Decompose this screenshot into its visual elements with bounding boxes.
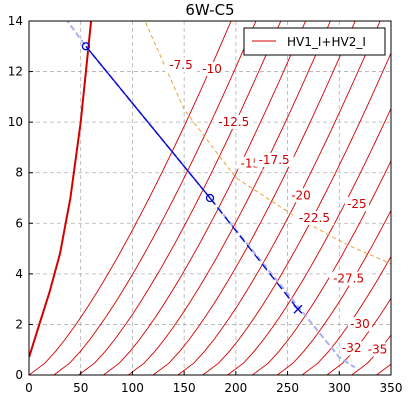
marker-cross bbox=[293, 304, 303, 314]
contour-curve bbox=[78, 21, 282, 375]
legend: HV1_I+HV2_I bbox=[243, 27, 386, 56]
contour-curve bbox=[301, 255, 391, 375]
axis-ticks: 0 50 100 150 200 250 300 350 0 2 4 6 8 10 12 14 bbox=[8, 14, 403, 395]
x-tick-label: 150 bbox=[173, 381, 196, 395]
contour-curve bbox=[53, 21, 257, 375]
contour-label: -17.5 bbox=[259, 153, 290, 167]
contour-curve bbox=[103, 21, 307, 375]
contour-label: -22.5 bbox=[299, 211, 330, 225]
contour-curve bbox=[152, 21, 356, 375]
contour-label-bg bbox=[329, 271, 369, 286]
contour-label-bg bbox=[254, 152, 294, 167]
y-tick-label: 14 bbox=[8, 14, 23, 28]
orange-dashed-line bbox=[144, 21, 391, 265]
contour-label: -7.5 bbox=[169, 58, 192, 72]
contour-label: -35 bbox=[368, 343, 388, 357]
contour-label: -30 bbox=[350, 317, 370, 331]
y-tick-label: 0 bbox=[15, 368, 23, 382]
contour-labels: -7.5 -10-12.5-15-17.5-20-22.5-25-27.5-30-… bbox=[165, 58, 390, 357]
contour-label-bg bbox=[347, 317, 373, 332]
contour-label: -25 bbox=[347, 197, 367, 211]
contour-label-bg bbox=[214, 114, 254, 129]
contour-label-bg bbox=[344, 197, 369, 212]
contour-label: -12.5 bbox=[218, 115, 249, 129]
operating-path bbox=[66, 21, 391, 369]
y-tick-label: 2 bbox=[15, 317, 23, 331]
y-tick-label: 10 bbox=[8, 115, 23, 129]
y-tick-label: 4 bbox=[15, 267, 23, 281]
contour-label: -10 bbox=[202, 62, 222, 76]
contour-label-bg bbox=[199, 61, 225, 76]
x-tick-label: 100 bbox=[121, 381, 144, 395]
y-tick-label: 12 bbox=[8, 65, 23, 79]
contour-label-bg bbox=[294, 211, 334, 226]
x-tick-label: 200 bbox=[224, 381, 247, 395]
contour-label-bg bbox=[165, 58, 197, 73]
y-tick-label: 8 bbox=[15, 166, 23, 180]
contour-curve bbox=[202, 51, 391, 375]
boundary-curve bbox=[29, 21, 93, 358]
contour-label-bg bbox=[339, 341, 364, 356]
contour-label: -20 bbox=[291, 188, 311, 202]
x-tick-label: 50 bbox=[73, 381, 88, 395]
contour-label-bg bbox=[365, 342, 390, 357]
x-tick-label: 300 bbox=[328, 381, 351, 395]
contour-curve bbox=[29, 21, 232, 375]
x-tick-label: 0 bbox=[25, 381, 33, 395]
chart-title: 6W-C5 bbox=[185, 1, 234, 19]
x-tick-label: 250 bbox=[276, 381, 299, 395]
contour-curves bbox=[29, 21, 391, 375]
contour-curve bbox=[326, 297, 391, 375]
contour-label: -32 bbox=[342, 341, 362, 355]
contour-label-bg bbox=[288, 188, 314, 203]
contour-label: -27.5 bbox=[333, 272, 364, 286]
operating-line bbox=[85, 45, 211, 199]
marker-circle bbox=[205, 193, 215, 203]
marker-circle bbox=[81, 42, 91, 51]
contour-curve bbox=[276, 209, 391, 375]
y-tick-label: 6 bbox=[15, 216, 23, 230]
contour-curve bbox=[128, 21, 331, 375]
legend-label: HV1_I+HV2_I bbox=[287, 35, 366, 49]
x-tick-label: 350 bbox=[380, 381, 403, 395]
plot-frame bbox=[28, 20, 392, 376]
